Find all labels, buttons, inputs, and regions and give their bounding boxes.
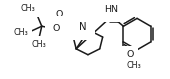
Text: O: O bbox=[53, 24, 60, 33]
Text: CH₃: CH₃ bbox=[20, 5, 35, 13]
Text: O: O bbox=[126, 50, 134, 59]
Text: CH₃: CH₃ bbox=[13, 28, 28, 37]
Text: CH₃: CH₃ bbox=[126, 61, 141, 70]
Text: CH₃: CH₃ bbox=[31, 40, 46, 49]
Text: N: N bbox=[79, 22, 87, 32]
Text: HN: HN bbox=[105, 5, 118, 14]
Text: O: O bbox=[56, 10, 63, 19]
